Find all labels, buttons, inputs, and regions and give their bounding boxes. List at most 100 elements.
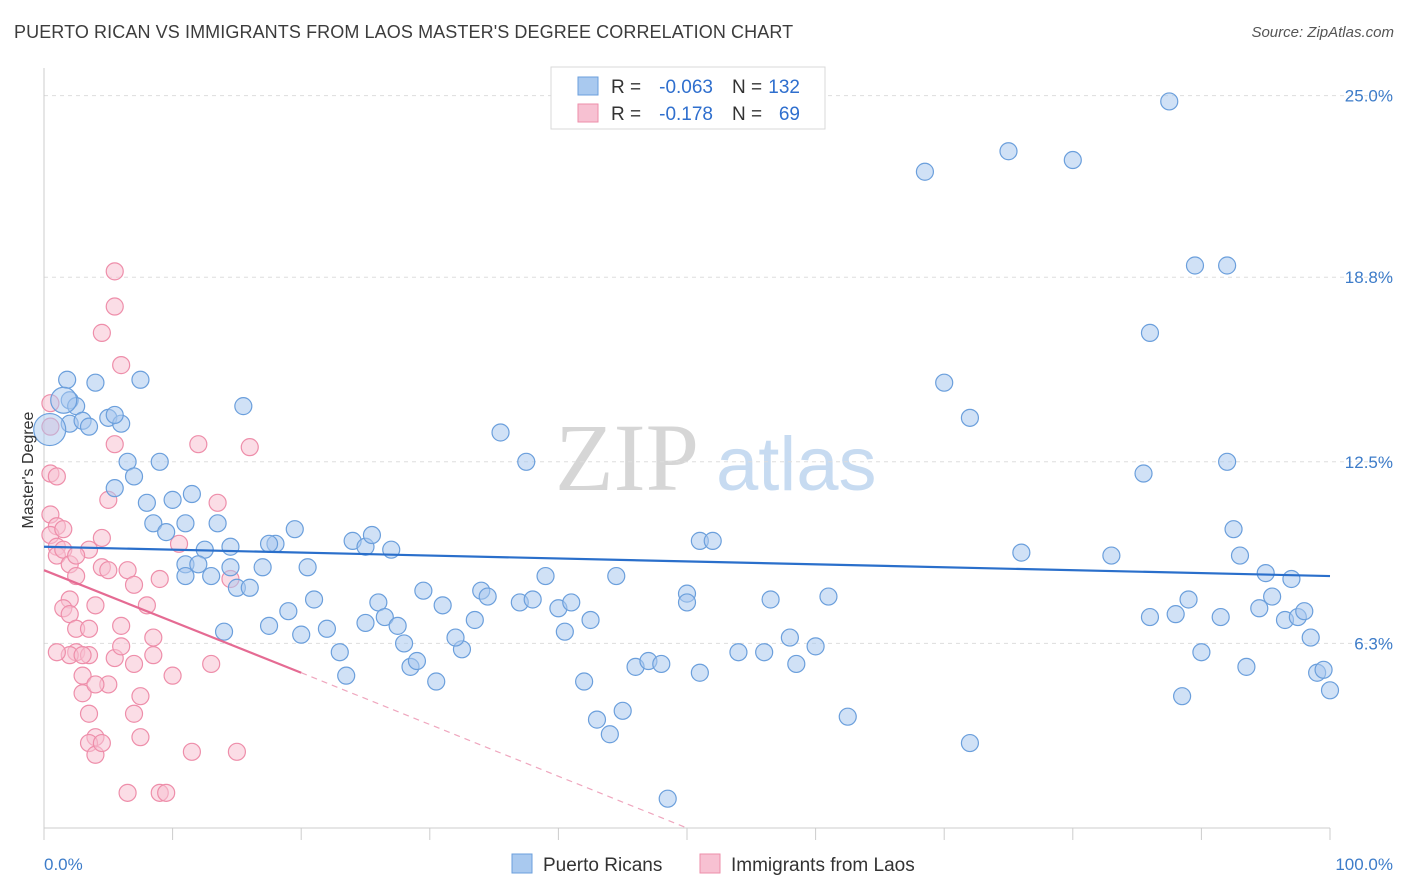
laos-point <box>157 783 176 802</box>
puerto-rican-point <box>176 566 195 586</box>
puerto-rican-point <box>1250 599 1269 618</box>
legend-r-value-1: -0.063 <box>659 77 713 98</box>
puerto-rican-point <box>298 558 317 577</box>
laos-points <box>41 262 259 802</box>
puerto-rican-point <box>1218 256 1237 275</box>
puerto-rican-points <box>33 92 1340 808</box>
puerto-rican-point <box>1295 602 1314 621</box>
puerto-rican-point <box>79 417 99 436</box>
puerto-rican-point <box>285 520 304 539</box>
puerto-rican-point <box>587 710 607 729</box>
puerto-rican-point <box>131 370 150 389</box>
puerto-rican-point <box>317 619 337 638</box>
laos-point <box>163 666 182 685</box>
puerto-rican-point <box>555 622 574 641</box>
puerto-rican-point <box>137 493 156 512</box>
puerto-rican-point <box>1063 150 1082 170</box>
puerto-rican-point <box>407 651 427 671</box>
watermark-atlas: atlas <box>716 422 877 507</box>
puerto-rican-point <box>999 142 1018 161</box>
laos-point <box>86 596 105 615</box>
puerto-rican-point <box>1320 681 1340 700</box>
puerto-rican-point <box>575 672 594 691</box>
laos-point <box>169 534 189 553</box>
puerto-rican-point <box>562 593 581 612</box>
puerto-rican-point <box>375 607 394 627</box>
puerto-rican-point <box>838 707 857 726</box>
laos-point <box>112 616 131 635</box>
laos-point <box>240 438 259 457</box>
laos-point <box>47 467 66 486</box>
puerto-rican-point <box>446 628 465 647</box>
laos-point <box>86 675 105 694</box>
puerto-rican-point <box>960 408 980 427</box>
puerto-rican-point <box>581 610 600 630</box>
laos-point <box>105 262 124 281</box>
puerto-rican-point <box>279 602 298 621</box>
puerto-rican-trend-line <box>43 545 1331 578</box>
puerto-rican-point <box>1185 256 1205 275</box>
puerto-rican-point <box>362 525 382 545</box>
legend-r-value-2: -0.178 <box>659 104 713 125</box>
laos-point <box>92 528 111 548</box>
puerto-rican-point-cluster <box>50 386 78 414</box>
legend-swatch-blue <box>577 76 599 96</box>
puerto-rican-point <box>433 596 452 615</box>
puerto-rican-point <box>214 622 234 641</box>
laos-point <box>105 297 124 316</box>
laos-point <box>112 356 131 375</box>
puerto-rican-point <box>394 634 414 653</box>
bottom-legend-label-2: Immigrants from Laos <box>731 855 915 876</box>
puerto-rican-point <box>935 373 954 392</box>
bottom-legend-swatch-pink <box>699 853 721 874</box>
y-tick-labels: 6.3% 12.5% 18.8% 25.0% <box>1345 87 1393 654</box>
puerto-rican-point <box>1179 590 1198 609</box>
puerto-rican-point <box>253 558 272 577</box>
puerto-rican-point <box>613 701 632 720</box>
puerto-rican-point <box>607 566 626 586</box>
puerto-rican-point <box>427 672 446 691</box>
puerto-rican-point <box>690 663 709 682</box>
puerto-rican-point <box>1263 587 1282 606</box>
axes <box>43 68 1331 840</box>
puerto-rican-point <box>1230 546 1250 565</box>
puerto-rican-point <box>234 397 253 416</box>
puerto-rican-point <box>1012 543 1031 562</box>
legend-n-label-2: N = <box>732 104 762 125</box>
watermark-zip: ZIP <box>555 404 699 511</box>
laos-point <box>47 643 66 662</box>
puerto-rican-point <box>465 610 484 630</box>
puerto-rican-point <box>388 616 407 635</box>
y-tick-label: 6.3% <box>1354 634 1393 653</box>
puerto-rican-point <box>1140 607 1160 627</box>
puerto-rican-point <box>1192 643 1211 662</box>
laos-point <box>202 654 221 674</box>
puerto-rican-point <box>755 643 774 662</box>
puerto-rican-point <box>202 566 221 586</box>
legend-swatch-pink <box>577 103 599 123</box>
puerto-rican-point <box>703 531 722 550</box>
puerto-rican-point <box>600 725 619 744</box>
puerto-rican-point <box>1102 546 1121 565</box>
puerto-rican-point <box>658 789 677 808</box>
puerto-rican-point <box>1282 569 1301 589</box>
puerto-rican-point <box>221 537 240 556</box>
puerto-rican-point <box>208 514 227 533</box>
laos-point <box>144 646 163 665</box>
puerto-rican-point <box>780 628 799 647</box>
laos-trend-extension <box>300 672 688 829</box>
puerto-rican-point <box>86 373 105 392</box>
watermark: ZIP atlas <box>555 404 877 511</box>
laos-point <box>124 704 144 723</box>
legend-n-label-1: N = <box>732 77 762 98</box>
laos-point <box>79 704 99 723</box>
laos-point <box>73 646 92 665</box>
laos-point <box>79 619 99 638</box>
laos-point <box>105 435 124 454</box>
laos-point <box>73 684 92 703</box>
puerto-rican-point <box>960 733 980 753</box>
puerto-rican-point <box>414 581 433 600</box>
gridlines <box>44 95 1392 644</box>
puerto-rican-point <box>240 578 259 597</box>
